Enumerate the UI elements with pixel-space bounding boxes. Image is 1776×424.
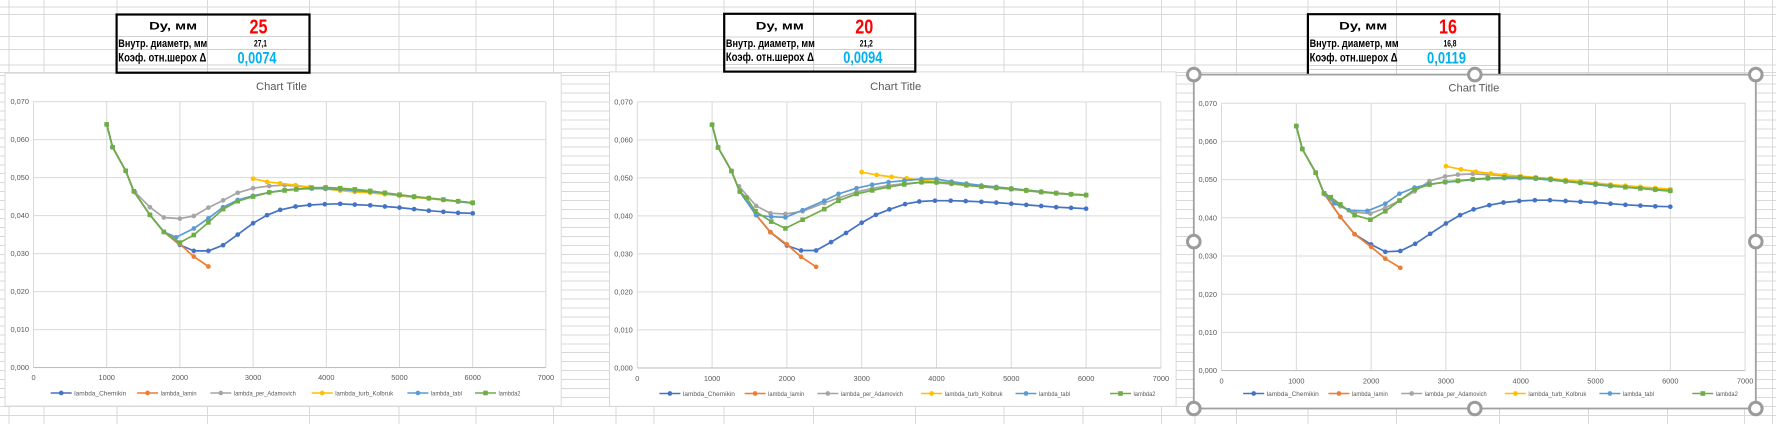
svg-text:5000: 5000 [1587, 376, 1603, 385]
svg-text:4000: 4000 [318, 373, 334, 382]
svg-text:3000: 3000 [1438, 376, 1454, 385]
svg-text:7000: 7000 [1737, 376, 1753, 385]
svg-text:0: 0 [635, 374, 639, 383]
svg-text:5000: 5000 [1003, 374, 1019, 383]
svg-text:6000: 6000 [1662, 376, 1678, 385]
svg-text:Chart Title: Chart Title [256, 81, 307, 93]
svg-text:0,020: 0,020 [1199, 290, 1218, 299]
svg-text:1000: 1000 [98, 373, 114, 382]
svg-text:2000: 2000 [779, 374, 795, 383]
svg-text:3000: 3000 [245, 373, 261, 382]
svg-text:0,030: 0,030 [1199, 252, 1218, 261]
svg-text:0,030: 0,030 [614, 250, 633, 259]
svg-text:Внутр. диаметр, мм: Внутр. диаметр, мм [118, 38, 207, 50]
svg-text:0,050: 0,050 [11, 173, 30, 182]
svg-text:lambda_turb_Kolbruk: lambda_turb_Kolbruk [335, 390, 394, 397]
svg-text:0: 0 [1219, 376, 1223, 385]
svg-text:0,020: 0,020 [614, 288, 633, 297]
svg-text:lambda_turb_Kolbruk: lambda_turb_Kolbruk [1528, 391, 1587, 398]
svg-text:Внутр. диаметр, мм: Внутр. диаметр, мм [1310, 38, 1399, 50]
svg-text:lambda_Chemikin: lambda_Chemikin [683, 391, 735, 398]
svg-text:Dy, мм: Dy, мм [1339, 21, 1387, 33]
svg-text:0,040: 0,040 [1199, 213, 1218, 222]
svg-text:0,060: 0,060 [11, 135, 30, 144]
svg-text:lambda_lamin: lambda_lamin [1352, 391, 1388, 398]
svg-text:0,070: 0,070 [1199, 99, 1218, 108]
svg-text:21,2: 21,2 [860, 38, 873, 48]
svg-text:0,060: 0,060 [1199, 137, 1218, 146]
svg-text:0,000: 0,000 [1199, 366, 1218, 375]
svg-text:5000: 5000 [391, 373, 407, 382]
svg-text:0,050: 0,050 [614, 174, 633, 183]
svg-text:Chart Title: Chart Title [870, 81, 921, 93]
svg-text:lambda_per_Adamovich: lambda_per_Adamovich [234, 390, 296, 397]
svg-text:0,070: 0,070 [614, 98, 633, 107]
svg-text:0,010: 0,010 [1199, 328, 1218, 337]
svg-text:0,040: 0,040 [614, 212, 633, 221]
svg-text:6000: 6000 [1078, 374, 1094, 383]
svg-text:25: 25 [250, 16, 268, 39]
svg-text:0,0074: 0,0074 [238, 48, 277, 67]
svg-text:0,050: 0,050 [1199, 175, 1218, 184]
svg-text:lambda_tabl: lambda_tabl [1623, 391, 1654, 398]
svg-text:7000: 7000 [1153, 374, 1169, 383]
svg-text:0,0094: 0,0094 [843, 48, 882, 67]
svg-text:Коэф. отн.шерох Δ: Коэф. отн.шерох Δ [726, 52, 814, 64]
svg-text:lambda2: lambda2 [499, 390, 521, 397]
svg-text:0,020: 0,020 [11, 287, 30, 296]
svg-text:0,030: 0,030 [11, 249, 30, 258]
svg-text:Chart Title: Chart Title [1448, 82, 1499, 94]
svg-text:lambda2: lambda2 [1134, 391, 1156, 398]
svg-text:lambda_lamin: lambda_lamin [161, 390, 197, 397]
svg-text:27,1: 27,1 [254, 38, 267, 48]
svg-text:lambda_Chemikin: lambda_Chemikin [1267, 391, 1319, 398]
svg-text:lambda_tabl: lambda_tabl [1039, 391, 1070, 398]
svg-text:2000: 2000 [172, 373, 188, 382]
svg-text:16,8: 16,8 [1444, 38, 1457, 48]
svg-text:2000: 2000 [1363, 376, 1379, 385]
svg-text:0,070: 0,070 [11, 97, 30, 106]
svg-text:7000: 7000 [538, 373, 554, 382]
svg-text:0,060: 0,060 [614, 136, 633, 145]
svg-text:lambda_lamin: lambda_lamin [768, 391, 804, 398]
svg-text:1000: 1000 [704, 374, 720, 383]
svg-text:16: 16 [1439, 16, 1457, 39]
svg-text:3000: 3000 [853, 374, 869, 383]
svg-text:Dy, мм: Dy, мм [149, 21, 197, 33]
svg-text:0,000: 0,000 [11, 363, 30, 372]
svg-text:Dy, мм: Dy, мм [756, 20, 804, 32]
svg-text:0,040: 0,040 [11, 211, 30, 220]
svg-text:0,000: 0,000 [614, 364, 633, 373]
svg-text:0,010: 0,010 [614, 326, 633, 335]
svg-text:4000: 4000 [928, 374, 944, 383]
svg-text:lambda_per_Adamovich: lambda_per_Adamovich [1425, 391, 1487, 398]
svg-text:0,0119: 0,0119 [1427, 49, 1466, 68]
svg-text:20: 20 [855, 15, 873, 38]
svg-text:Внутр. диаметр, мм: Внутр. диаметр, мм [726, 38, 815, 50]
svg-text:lambda_per_Adamovich: lambda_per_Adamovich [841, 391, 903, 398]
svg-text:lambda_Chemikin: lambda_Chemikin [74, 390, 126, 397]
svg-text:4000: 4000 [1512, 376, 1528, 385]
svg-text:lambda2: lambda2 [1716, 391, 1738, 398]
svg-text:Коэф. отн.шерох Δ: Коэф. отн.шерох Δ [118, 53, 206, 65]
svg-text:lambda_tabl: lambda_tabl [431, 390, 462, 397]
svg-text:lambda_turb_Kolbruk: lambda_turb_Kolbruk [945, 391, 1004, 398]
svg-text:0: 0 [31, 373, 35, 382]
svg-text:6000: 6000 [464, 373, 480, 382]
svg-text:Коэф. отн.шерох Δ: Коэф. отн.шерох Δ [1310, 53, 1398, 65]
svg-text:1000: 1000 [1288, 376, 1304, 385]
svg-text:0,010: 0,010 [11, 325, 30, 334]
